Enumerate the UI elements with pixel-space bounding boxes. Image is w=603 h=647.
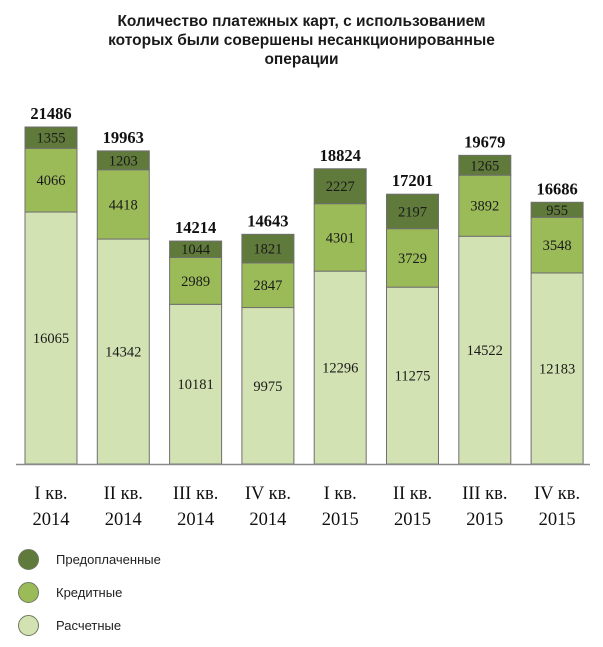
data-label-debit: 14342 (105, 345, 141, 361)
x-tick-label-year: 2014 (105, 510, 142, 530)
total-label: 18824 (320, 146, 361, 165)
bar-segment-debit (24, 211, 78, 465)
x-tick-label-quarter: II кв. (104, 484, 143, 504)
data-label-credit: 2989 (181, 274, 210, 290)
bar-segment-prepaid (96, 150, 150, 171)
legend-swatch-debit (18, 614, 39, 636)
bar-segment-debit (169, 303, 223, 465)
x-tick-label-quarter: III кв. (173, 484, 218, 504)
legend-item-prepaid: Предоплаченные (18, 548, 161, 570)
x-tick-label-quarter: II кв. (393, 484, 432, 504)
legend-swatch-prepaid (18, 548, 39, 570)
bar-segment-prepaid (458, 154, 512, 176)
legend-swatch-credit (18, 581, 39, 603)
data-label-debit: 10181 (177, 377, 213, 393)
data-label-debit: 9975 (253, 379, 282, 395)
data-label-prepaid: 955 (546, 203, 568, 219)
data-label-prepaid: 2197 (398, 204, 427, 220)
data-label-prepaid: 1044 (181, 242, 211, 258)
x-tick-label-year: 2015 (466, 510, 503, 530)
bar-segment-debit (313, 270, 367, 465)
bar-segment-credit (458, 174, 512, 237)
x-tick-label-year: 2014 (177, 510, 214, 530)
data-label-prepaid: 1265 (470, 158, 499, 174)
total-label: 16686 (536, 179, 577, 198)
x-tick-label-year: 2015 (394, 510, 431, 530)
x-tick-label-quarter: IV кв. (245, 484, 291, 504)
x-tick-label-quarter: IV кв. (534, 484, 580, 504)
data-label-credit: 3548 (543, 238, 572, 254)
data-label-prepaid: 1203 (109, 153, 138, 169)
bar-segment-debit (458, 235, 512, 465)
data-label-debit: 11275 (395, 369, 431, 385)
x-tick-label-year: 2014 (249, 510, 286, 530)
bar-segment-prepaid (386, 193, 439, 230)
data-label-credit: 3729 (398, 251, 427, 267)
data-label-debit: 12296 (322, 361, 358, 377)
chart-title: Количество платежных карт, с использован… (0, 12, 603, 69)
data-label-prepaid: 1821 (253, 242, 282, 258)
bar-segment-prepaid (24, 126, 78, 149)
data-label-credit: 4066 (37, 173, 66, 189)
chart-title-line-3: операции (264, 51, 339, 68)
total-label: 14643 (247, 211, 288, 230)
x-tick-label-year: 2015 (322, 510, 359, 530)
chart-title-line-1: Количество платежных карт, с использован… (117, 13, 486, 30)
bar-segment-prepaid (530, 201, 584, 218)
total-label: 14214 (175, 218, 216, 237)
bar-segment-credit (530, 216, 584, 274)
data-label-prepaid: 2227 (326, 179, 355, 195)
stacked-bar-chart: 16065 4066 1355 21486 I кв. 2014 14342 4418 1203… (16, 104, 590, 530)
legend-label-credit: Кредитные (56, 584, 123, 600)
data-label-prepaid: 1355 (37, 131, 66, 147)
bar-segment-credit (24, 147, 78, 213)
data-label-credit: 4418 (109, 197, 138, 213)
x-tick-label-year: 2014 (33, 510, 70, 530)
total-label: 19679 (464, 132, 505, 151)
data-label-debit: 16065 (33, 331, 69, 347)
data-label-credit: 4301 (326, 230, 355, 246)
legend: Предоплаченные Кредитные Расчетные (18, 548, 161, 647)
total-label: 21486 (30, 104, 71, 123)
legend-label-prepaid: Предоплаченные (56, 551, 161, 567)
bar-segment-prepaid (313, 168, 367, 205)
data-label-credit: 3892 (470, 199, 499, 215)
chart-title-line-2: которых были совершены несанкционированн… (108, 32, 495, 49)
bar-segment-debit (241, 307, 295, 465)
data-label-credit: 2847 (253, 278, 282, 294)
bar-segment-prepaid (169, 240, 223, 258)
legend-item-credit: Кредитные (18, 581, 161, 603)
data-label-debit: 14522 (467, 343, 503, 359)
x-tick-label-year: 2015 (539, 510, 576, 530)
bar-segment-credit (313, 203, 367, 272)
data-label-debit: 12183 (539, 361, 575, 377)
bar-segment-prepaid (241, 233, 295, 264)
x-tick-label-quarter: I кв. (324, 484, 357, 504)
bar-segment-credit (96, 169, 150, 240)
bar-segment-credit (241, 262, 295, 309)
total-label: 19963 (103, 128, 144, 147)
legend-label-debit: Расчетные (56, 617, 122, 633)
legend-item-debit: Расчетные (18, 614, 161, 636)
bar-segment-debit (96, 238, 150, 465)
x-tick-label-quarter: I кв. (34, 484, 67, 504)
bar-segment-credit (386, 228, 439, 288)
x-tick-label-quarter: III кв. (462, 484, 507, 504)
total-label: 17201 (392, 171, 433, 190)
